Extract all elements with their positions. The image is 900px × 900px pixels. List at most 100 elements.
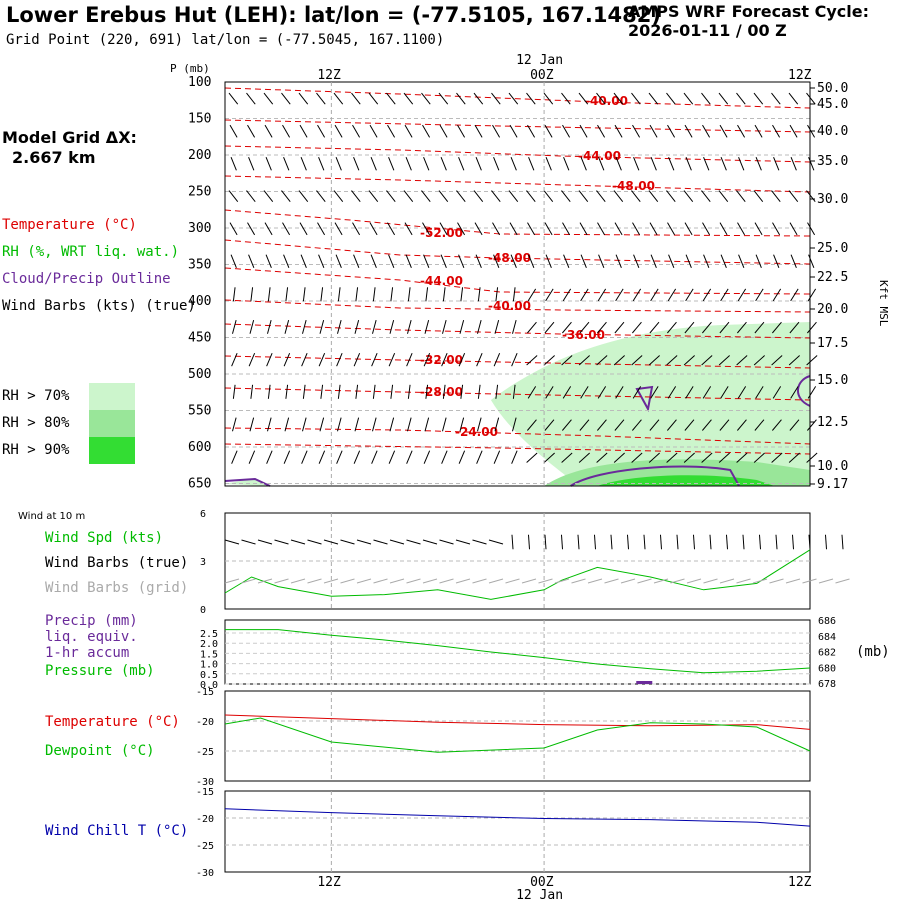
wind-barb: [265, 254, 272, 269]
wind-barb: [737, 124, 746, 138]
wind-barb: [301, 352, 308, 367]
wind-barb: [250, 384, 254, 399]
wind-barb: [337, 417, 342, 432]
wind-barb: [527, 288, 537, 302]
wind-barb: [736, 419, 747, 431]
wind-barb: [718, 92, 729, 105]
legend-rh: RH (%, WRT liq. wat.): [2, 244, 180, 260]
isotherm-line: [224, 145, 811, 163]
wind-barb: [440, 157, 447, 171]
wind-barb: [248, 157, 255, 171]
wind-barb-grid: [224, 578, 240, 584]
wind-tick-label: 0: [200, 605, 206, 616]
wind-barb: [615, 288, 624, 302]
wind-barb: [772, 222, 781, 236]
cloud-outline-left: [224, 477, 271, 487]
isotherm-line: [224, 175, 811, 193]
model-grid-value: 2.667 km: [12, 148, 96, 167]
wind-barb-grid: [802, 578, 817, 584]
wind-barb: [369, 222, 378, 236]
legend-wind-chill: Wind Chill T (°C): [45, 823, 189, 839]
wind-barb: [386, 92, 396, 105]
wind-barb: [648, 452, 660, 463]
wind-barb: [597, 124, 606, 138]
wind-barb: [754, 419, 765, 431]
wind-barb-grid: [439, 578, 454, 584]
wind-barb: [753, 190, 764, 203]
pressure-tick-label: 500: [188, 367, 211, 382]
wind-barb-true: [692, 534, 696, 550]
wind-barb: [300, 157, 307, 171]
wind-barb: [736, 452, 748, 463]
wind-barb: [719, 321, 730, 334]
windchill-panel-frame: [224, 790, 811, 873]
wind-barb: [231, 450, 238, 464]
height-tick-label: 15.0: [817, 373, 848, 388]
wind-barb: [370, 157, 377, 171]
wind-barb: [317, 124, 326, 138]
wind-barb: [684, 321, 695, 334]
wind-barb: [544, 222, 553, 236]
wind-barb: [632, 222, 641, 236]
wind-barb: [283, 254, 290, 269]
wind-barb-grid: [257, 578, 273, 584]
wind-barb: [738, 157, 745, 171]
wind-barb-grid: [505, 578, 520, 584]
bottom-time-tick: 12Z: [317, 875, 341, 890]
wind-barb: [788, 190, 799, 203]
wind-barb: [285, 384, 289, 399]
pressure-tick-label: 550: [188, 404, 211, 419]
wind-barb: [561, 452, 573, 463]
wind-barb-grid: [818, 578, 834, 584]
wind-barb: [354, 417, 360, 432]
wind-barb-grid: [620, 578, 636, 584]
wind-barb: [788, 355, 800, 366]
wind-barb: [789, 124, 798, 138]
wind-barb: [790, 288, 799, 302]
wind-barb: [578, 190, 589, 203]
wind-barb: [666, 190, 676, 203]
precip-tick-label: 1.0: [200, 660, 218, 671]
wind-barb: [597, 386, 607, 399]
wind-barb: [477, 417, 482, 432]
wind-barb-true: [373, 539, 388, 545]
wind-barb: [649, 124, 658, 138]
wind-barb-true: [742, 534, 745, 550]
wind-barb: [754, 321, 765, 334]
isotherm-label: -32.00: [420, 353, 463, 367]
wind-barb: [512, 320, 517, 334]
wind-barb: [561, 419, 572, 431]
wind-barb: [246, 92, 256, 105]
wind-barb-true: [488, 539, 504, 545]
wind-barb: [442, 417, 447, 432]
wind-barb: [352, 124, 361, 138]
wind-barb-grid: [373, 578, 388, 584]
pressure-tick-label: 600: [188, 440, 211, 455]
wind-barb: [614, 321, 625, 334]
wind-barb: [526, 355, 538, 366]
wind-barb-true: [439, 539, 454, 545]
wind-barb: [281, 190, 291, 203]
wind-barb: [477, 384, 481, 399]
wind-barb: [613, 452, 625, 463]
height-tick-label: 40.0: [817, 124, 848, 139]
wind-barb: [476, 450, 483, 464]
wind-barb: [440, 254, 447, 269]
wind-barb: [335, 157, 342, 171]
wind-barb: [596, 419, 607, 431]
wind-barb: [545, 254, 552, 269]
wind-barb: [477, 320, 482, 334]
legend-dewpoint: Dewpoint (°C): [45, 743, 155, 759]
wind-barb: [561, 321, 572, 334]
wind-barb: [282, 222, 291, 236]
wind-barb: [771, 419, 782, 431]
wind-barb: [302, 417, 307, 432]
wind-barb: [562, 124, 571, 138]
wind-barb: [650, 386, 659, 399]
wind-barb-grid: [323, 578, 339, 584]
wind-barb-true: [626, 534, 630, 550]
wind-barb: [298, 92, 309, 105]
wind-barb: [736, 190, 746, 203]
height-tick-label: 22.5: [817, 270, 848, 285]
wind-barb-grid: [472, 578, 487, 584]
